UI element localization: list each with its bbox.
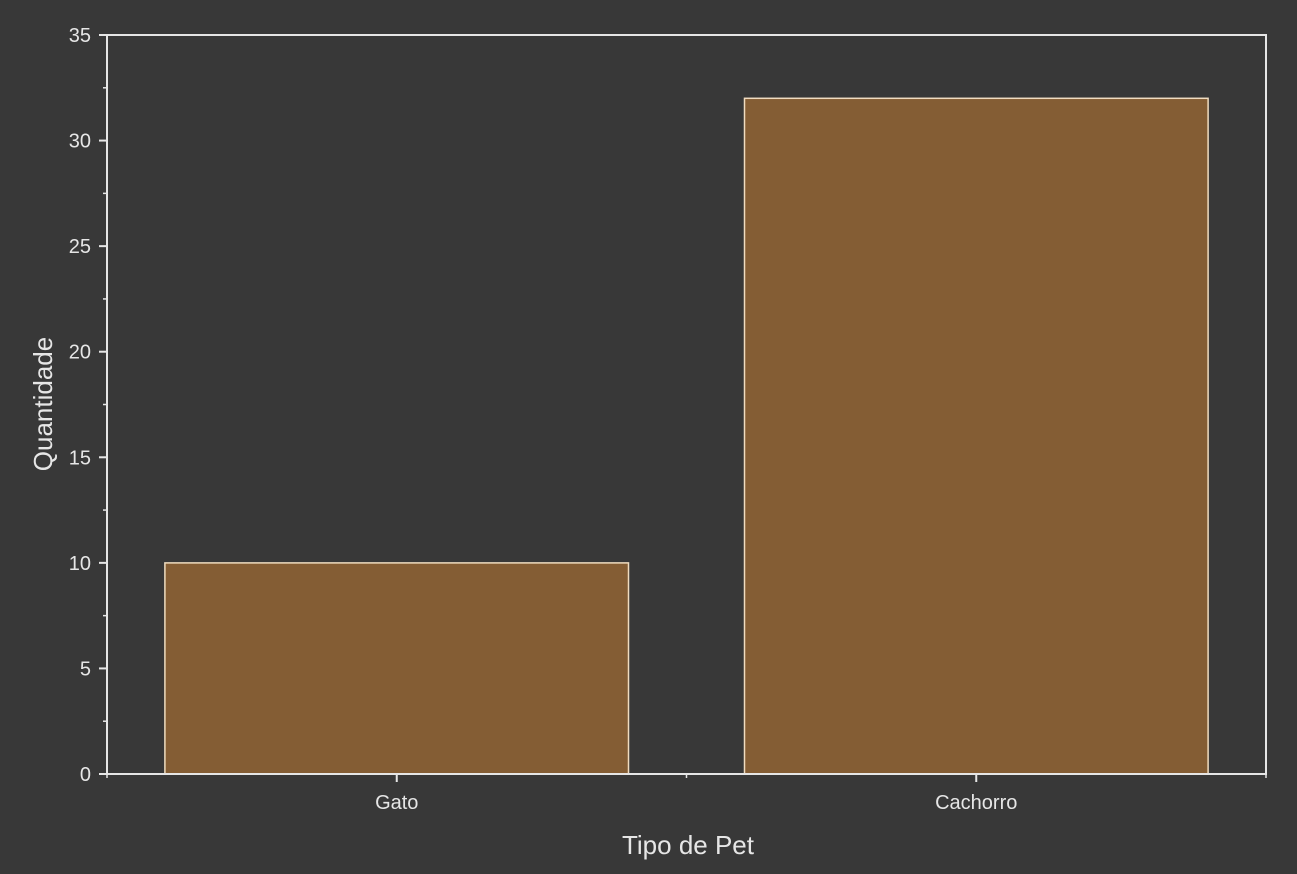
y-axis-ticks: 0 5 10 15 20 25 30 35 (69, 25, 107, 786)
y-tick-label: 25 (69, 236, 91, 258)
y-axis-label: Quantidade (28, 337, 58, 471)
y-tick-label: 30 (69, 131, 91, 153)
y-tick-label: 0 (80, 764, 91, 786)
y-tick-label: 10 (69, 553, 91, 575)
x-axis-ticks: Gato Cachorro (106, 774, 1267, 814)
x-tick-label: Gato (375, 792, 418, 814)
y-tick-label: 15 (69, 447, 91, 469)
x-tick-label: Cachorro (935, 792, 1017, 814)
bar-gato (164, 562, 630, 775)
y-tick-label: 20 (69, 342, 91, 364)
bars-group (164, 97, 1209, 775)
x-axis-label: Tipo de Pet (622, 830, 755, 860)
y-tick-label: 5 (80, 658, 91, 680)
bar-cachorro (743, 97, 1209, 775)
y-tick-label: 35 (69, 25, 91, 47)
